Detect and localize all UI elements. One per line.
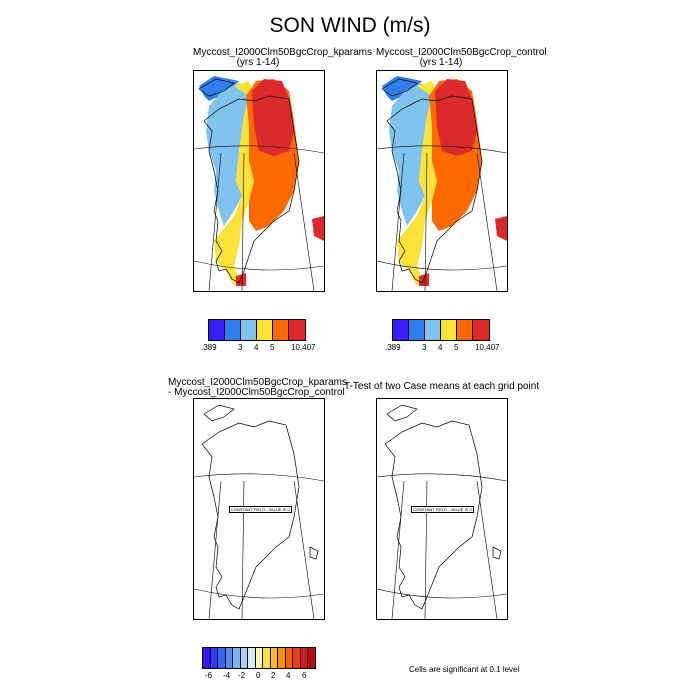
colorbar-swatch [210,648,219,668]
colorbar-swatch [278,648,286,668]
colorbar-swatch [273,320,289,340]
colorbar-swatch [241,320,257,340]
map-panel-kparams [193,70,325,292]
colorbar-swatch [248,648,256,668]
wind-field [382,76,507,286]
graticule [377,473,507,619]
colorbar-swatch [225,320,241,340]
colorbar-label: 4 [254,343,259,352]
colorbar-label: 10.407 [291,343,316,352]
colorbar-swatch [225,648,234,668]
colorbar-swatch [240,648,249,668]
colorbar-swatch [255,648,264,668]
colorbar-swatch [300,648,309,668]
colorbar-swatch [263,648,271,668]
colorbar-swatch [425,320,441,340]
wind-field [199,76,324,286]
colorbar-swatch [289,320,305,340]
colorbar-swatch [308,648,315,668]
colorbar-label: 0 [256,671,261,680]
colorbar-swatch [293,648,301,668]
colorbar-label: 6 [302,671,307,680]
colorbar-label: .389 [385,343,401,352]
constant-field-label: CONSTANT FIELD - VALUE IS 0 [229,506,292,513]
coastline [198,78,300,284]
colorbar-label: 3 [422,343,427,352]
panel-control-title: Myccost_I2000Clm50BgcCrop_control [376,47,547,58]
colorbar-label: 3 [238,343,243,352]
significance-note: Cells are significant at 0.1 level [409,665,520,674]
panel-diff-title: Myccost_I2000Clm50BgcCrop_kparams [168,377,347,388]
colorbar-swatch [441,320,457,340]
colorbar-label: -2 [238,671,246,680]
colorbar-swatch [285,648,294,668]
colorbar-label: 5 [270,343,275,352]
colorbar-swatch [209,320,225,340]
map-panel-control [376,70,508,292]
colorbar-label: 2 [271,671,276,680]
colorbar-swatch [233,648,241,668]
colorbar-difference [202,647,316,669]
colorbar-label: 4 [438,343,443,352]
colorbar-swatch [457,320,473,340]
panel-ttest-title: T-Test of two Case means at each grid po… [344,381,540,392]
colorbar-control [392,319,490,341]
panel-diff-subtitle: - Myccost_I2000Clm50BgcCrop_control [168,387,345,398]
panel-kparams-title: Myccost_I2000Clm50BgcCrop_kparams [193,47,372,58]
colorbar-swatch [203,648,211,668]
figure-title: SON WIND (m/s) [269,14,431,37]
graticule [194,145,324,291]
colorbar-swatch [218,648,226,668]
colorbar-swatch [257,320,273,340]
constant-field-label: CONSTANT FIELD - VALUE IS 0 [411,506,474,513]
colorbar-label: -6 [205,671,213,680]
colorbar-label: .389 [201,343,217,352]
colorbar-label: 10.407 [475,343,500,352]
graticule [377,145,507,291]
panel-kparams-years: (yrs 1-14) [236,57,280,68]
colorbar-kparams [208,319,306,341]
panel-control-years: (yrs 1-14) [419,57,463,68]
colorbar-swatch [270,648,279,668]
colorbar-swatch [473,320,489,340]
coastline [381,78,483,284]
colorbar-label: 4 [286,671,291,680]
colorbar-swatch [393,320,409,340]
graticule [194,473,324,619]
colorbar-swatch [409,320,425,340]
colorbar-label: -4 [223,671,231,680]
colorbar-label: 5 [454,343,459,352]
